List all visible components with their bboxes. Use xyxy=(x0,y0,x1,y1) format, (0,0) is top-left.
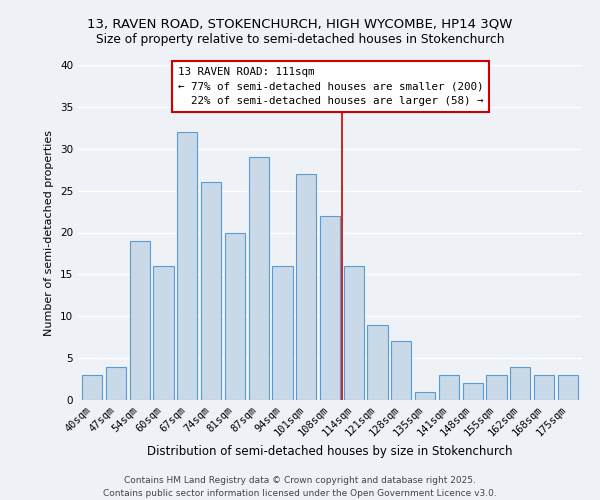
Text: Contains HM Land Registry data © Crown copyright and database right 2025.
Contai: Contains HM Land Registry data © Crown c… xyxy=(103,476,497,498)
Bar xyxy=(367,324,388,400)
Bar xyxy=(248,157,269,400)
Bar xyxy=(82,375,103,400)
Bar xyxy=(130,241,150,400)
Bar xyxy=(177,132,197,400)
X-axis label: Distribution of semi-detached houses by size in Stokenchurch: Distribution of semi-detached houses by … xyxy=(147,446,513,458)
Bar xyxy=(296,174,316,400)
Bar xyxy=(510,366,530,400)
Text: 13, RAVEN ROAD, STOKENCHURCH, HIGH WYCOMBE, HP14 3QW: 13, RAVEN ROAD, STOKENCHURCH, HIGH WYCOM… xyxy=(88,18,512,30)
Bar xyxy=(557,375,578,400)
Bar xyxy=(344,266,364,400)
Bar xyxy=(534,375,554,400)
Bar xyxy=(272,266,293,400)
Bar xyxy=(320,216,340,400)
Bar xyxy=(415,392,435,400)
Bar xyxy=(391,342,412,400)
Bar xyxy=(487,375,506,400)
Bar xyxy=(463,383,483,400)
Bar xyxy=(201,182,221,400)
Bar xyxy=(106,366,126,400)
Bar xyxy=(439,375,459,400)
Text: 13 RAVEN ROAD: 111sqm
← 77% of semi-detached houses are smaller (200)
  22% of s: 13 RAVEN ROAD: 111sqm ← 77% of semi-deta… xyxy=(178,66,484,106)
Y-axis label: Number of semi-detached properties: Number of semi-detached properties xyxy=(44,130,55,336)
Bar xyxy=(154,266,173,400)
Text: Size of property relative to semi-detached houses in Stokenchurch: Size of property relative to semi-detach… xyxy=(96,32,504,46)
Bar xyxy=(225,232,245,400)
